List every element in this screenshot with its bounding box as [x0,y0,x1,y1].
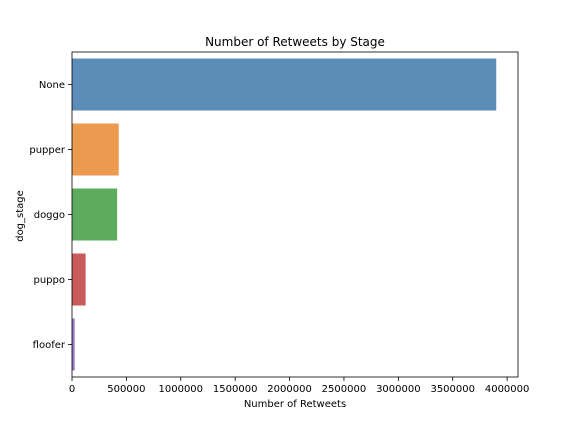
y-tick-label: None [39,80,65,91]
x-tick-label: 4000000 [485,384,530,395]
x-tick-label: 3500000 [430,384,475,395]
x-tick-label: 3000000 [376,384,421,395]
x-tick-label: 500000 [107,384,145,395]
bar-doggo [72,188,118,241]
y-tick-label: doggo [34,210,65,221]
x-axis-label: Number of Retweets [244,399,346,410]
y-tick-label: puppo [34,275,66,286]
x-tick-label: 0 [69,384,75,395]
y-axis-label: dog_stage [15,190,26,242]
x-tick-label: 2500000 [322,384,367,395]
y-tick-label: floofer [33,340,66,351]
chart-title: Number of Retweets by Stage [205,35,385,49]
plot-area: 0 500000 1000000 1500000 2000000 2500000 30000… [29,51,530,395]
bar-floofer [72,318,75,371]
bar-puppo [72,253,86,306]
y-tick-label: pupper [29,145,66,156]
x-tick-label: 1500000 [213,384,258,395]
bar-pupper [72,123,119,176]
bar-none [72,58,497,111]
x-tick-label: 1000000 [159,384,204,395]
x-tick-label: 2000000 [267,384,312,395]
